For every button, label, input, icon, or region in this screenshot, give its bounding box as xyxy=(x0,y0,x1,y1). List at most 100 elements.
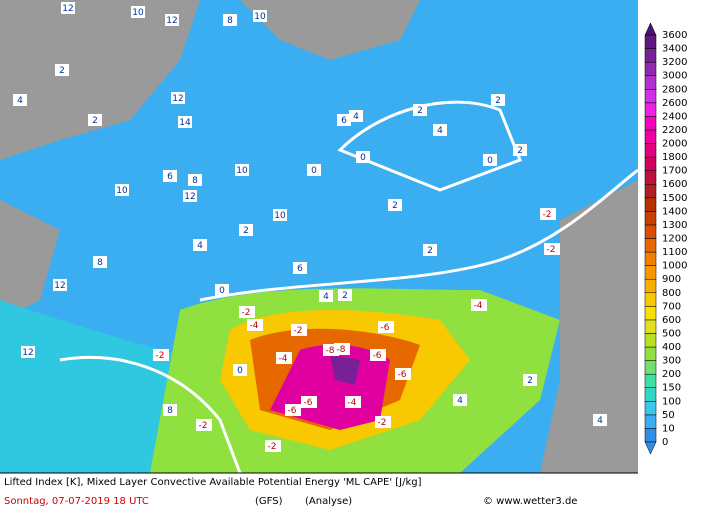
contour-label: -2 xyxy=(239,306,255,318)
colorbar-label: 800 xyxy=(662,288,681,299)
contour-label-text: -4 xyxy=(250,321,259,331)
contour-label: -4 xyxy=(471,299,487,311)
colorbar-segment xyxy=(644,238,657,253)
contour-label-box xyxy=(88,114,102,126)
contour-label-text: -2 xyxy=(268,442,277,452)
contour-label-text: -4 xyxy=(474,301,483,311)
contour-label-text: 4 xyxy=(197,241,203,251)
contour-label: -2 xyxy=(265,440,281,452)
colorbar-label: 200 xyxy=(662,369,681,380)
contour-label: 2 xyxy=(423,244,437,256)
colorbar-label: 1400 xyxy=(662,206,687,217)
colorbar-label: 1500 xyxy=(662,193,687,204)
contour-label-box xyxy=(61,2,75,14)
contour-label-box xyxy=(239,224,253,236)
contour-label-box xyxy=(163,404,177,416)
footer-run: (Analyse) xyxy=(305,496,352,507)
colorbar-label: 1200 xyxy=(662,234,687,245)
contour-label-text: 10 xyxy=(274,211,286,221)
contour-label-box xyxy=(193,239,207,251)
colorbar-segment xyxy=(644,414,657,429)
contour-label-text: 8 xyxy=(227,16,233,26)
contour-label-text: 2 xyxy=(527,376,533,386)
contour-zero xyxy=(199,168,639,302)
contour-label: -2 xyxy=(540,208,556,220)
contour-label: 0 xyxy=(215,284,229,296)
contour-label-box xyxy=(131,6,145,18)
contour-label: 4 xyxy=(433,124,447,136)
contour-label: 6 xyxy=(293,262,307,274)
colorbar-segment xyxy=(644,183,657,199)
colorbar-label: 3200 xyxy=(662,57,687,68)
contour-label-text: 14 xyxy=(179,118,191,128)
contour-label-text: 0 xyxy=(311,166,317,176)
contour-label-box xyxy=(196,419,212,431)
colorbar-arrow xyxy=(644,22,657,36)
contour-label-box xyxy=(183,190,197,202)
colorbar-segment xyxy=(644,102,657,117)
contour-label-box xyxy=(171,92,185,104)
contour-label-text: 12 xyxy=(172,94,183,104)
contour-label-text: 12 xyxy=(184,192,195,202)
colorbar-segment xyxy=(644,387,657,402)
land-grey xyxy=(540,180,638,473)
colorbar-segment xyxy=(644,197,657,212)
colorbar-label: 400 xyxy=(662,342,681,353)
contour-label: -6 xyxy=(378,321,394,333)
contour-label: 0 xyxy=(356,151,370,163)
contour-label: 4 xyxy=(319,290,333,302)
colorbar-segment xyxy=(644,306,657,321)
contour-label: 8 xyxy=(163,404,177,416)
contour-label-box xyxy=(370,349,386,361)
contour-label-box xyxy=(453,394,467,406)
contour-label-box xyxy=(513,144,527,156)
contour-label-text: -2 xyxy=(242,308,251,318)
contour-label-text: 12 xyxy=(62,4,73,14)
contour-label-box xyxy=(178,116,192,128)
footer-title: Lifted Index [K], Mixed Layer Convective… xyxy=(4,477,422,488)
contour-label: -6 xyxy=(395,368,411,380)
footer-date: Sonntag, 07-07-2019 18 UTC xyxy=(4,496,149,507)
contour-label: 12 xyxy=(61,2,75,14)
colorbar-segment xyxy=(644,319,657,334)
contour-label: 12 xyxy=(21,346,35,358)
contour-label-box xyxy=(285,404,301,416)
contour-label-text: 10 xyxy=(116,186,128,196)
contour-label: -4 xyxy=(345,396,361,408)
colorbar-segment xyxy=(644,333,657,348)
contour-label-text: 0 xyxy=(219,286,225,296)
colorbar-label: 100 xyxy=(662,396,681,407)
colorbar-segment xyxy=(644,48,657,63)
contour-label: -4 xyxy=(247,319,263,331)
contour-label: -2 xyxy=(544,243,560,255)
contour-label-text: 6 xyxy=(341,116,347,126)
contour-label-box xyxy=(21,346,35,358)
contour-label: 4 xyxy=(349,110,363,122)
contour-label: 6 xyxy=(337,114,351,126)
contour-label-text: 4 xyxy=(17,96,23,106)
contour-label-box xyxy=(53,279,67,291)
contour-label: 2 xyxy=(491,94,505,106)
contour-label: 0 xyxy=(307,164,321,176)
contour-label-box xyxy=(337,114,351,126)
contour-label-box xyxy=(334,343,350,355)
colorbar-segment xyxy=(644,265,657,280)
contour-label: 10 xyxy=(253,10,267,22)
contour-label: 14 xyxy=(178,116,192,128)
contour-label-box xyxy=(291,324,307,336)
contour-label-box xyxy=(223,14,237,26)
contour-label-box xyxy=(349,110,363,122)
colorbar-label: 700 xyxy=(662,301,681,312)
contour-label-text: -2 xyxy=(547,245,556,255)
contour-label: 0 xyxy=(233,364,247,376)
colorbar-segment xyxy=(644,170,657,185)
contour-label: 10 xyxy=(235,164,249,176)
contour-label-text: -2 xyxy=(199,421,208,431)
contour-label-box xyxy=(345,396,361,408)
contour-label: 10 xyxy=(131,6,145,18)
contour-label-text: -2 xyxy=(294,326,303,336)
colorbar-segment xyxy=(644,401,657,416)
colorbar-segment xyxy=(644,373,657,388)
contour-label-box xyxy=(233,364,247,376)
